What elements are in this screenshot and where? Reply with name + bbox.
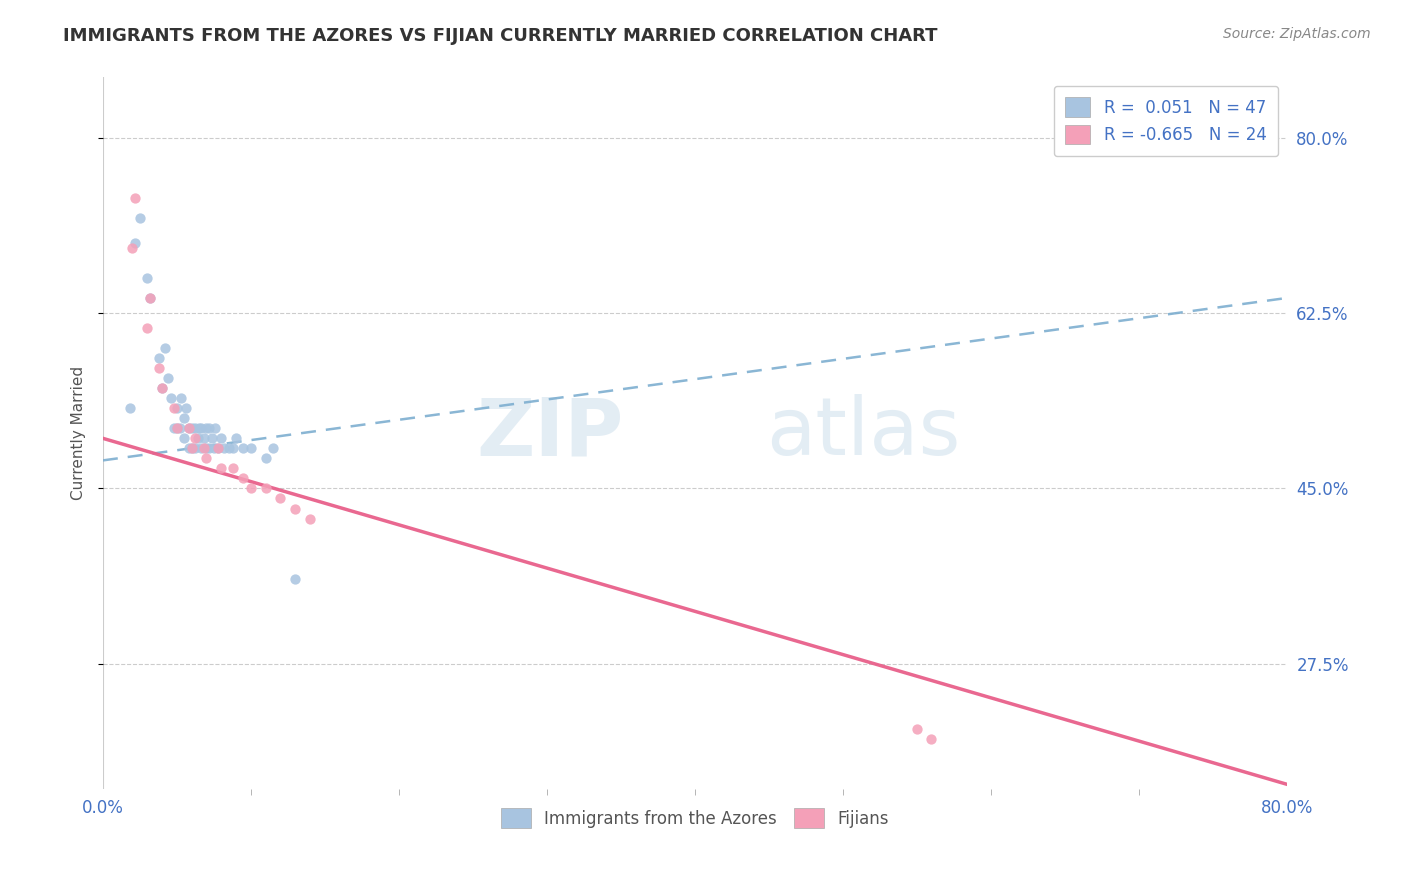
Text: atlas: atlas (766, 394, 960, 473)
Point (180, 442, 202, 456)
Point (190, 442, 212, 456)
Point (166, 401, 188, 416)
Point (150, 381, 173, 395)
Point (193, 431, 215, 445)
Point (156, 371, 179, 385)
Point (163, 401, 186, 416)
Point (202, 442, 225, 456)
Point (183, 421, 205, 435)
Point (284, 572, 307, 586)
Point (180, 442, 202, 456)
Point (177, 442, 200, 456)
Point (232, 471, 254, 485)
Text: IMMIGRANTS FROM THE AZORES VS FIJIAN CURRENTLY MARRIED CORRELATION CHART: IMMIGRANTS FROM THE AZORES VS FIJIAN CUR… (63, 27, 938, 45)
Point (225, 431, 247, 445)
Point (170, 391, 193, 405)
Point (190, 421, 212, 435)
Point (195, 442, 218, 456)
Point (239, 482, 262, 496)
Point (188, 421, 211, 435)
Point (166, 421, 188, 435)
Point (148, 351, 170, 366)
Point (169, 421, 191, 435)
Point (166, 421, 188, 435)
Point (207, 442, 229, 456)
Point (173, 431, 195, 445)
Text: ZIP: ZIP (477, 394, 624, 473)
Y-axis label: Currently Married: Currently Married (72, 367, 86, 500)
Point (177, 421, 200, 435)
Point (207, 442, 229, 456)
Point (209, 431, 232, 445)
Point (232, 442, 254, 456)
Point (118, 401, 141, 416)
Point (177, 421, 200, 435)
Point (121, 241, 143, 255)
Point (124, 235, 146, 250)
Point (136, 321, 159, 335)
Point (204, 421, 226, 435)
Point (195, 451, 218, 466)
Point (129, 211, 152, 225)
Point (193, 442, 215, 456)
Point (173, 411, 195, 425)
Point (262, 442, 284, 456)
Text: Source: ZipAtlas.com: Source: ZipAtlas.com (1223, 27, 1371, 41)
Point (921, 732, 943, 747)
Point (198, 442, 221, 456)
Point (201, 431, 224, 445)
Point (222, 461, 245, 475)
Point (269, 491, 291, 506)
Point (254, 482, 277, 496)
Point (150, 381, 173, 395)
Point (209, 461, 232, 475)
Point (153, 341, 176, 355)
Point (195, 421, 218, 435)
Point (905, 722, 928, 736)
Point (160, 391, 183, 405)
Point (174, 401, 197, 416)
Point (254, 451, 277, 466)
Point (148, 361, 170, 376)
Point (124, 191, 146, 205)
Point (139, 291, 162, 305)
Point (222, 442, 245, 456)
Point (180, 421, 202, 435)
Point (218, 442, 240, 456)
Legend: Immigrants from the Azores, Fijians: Immigrants from the Azores, Fijians (495, 802, 896, 834)
Point (183, 431, 205, 445)
Point (239, 442, 262, 456)
Point (212, 442, 235, 456)
Point (183, 442, 205, 456)
Point (299, 511, 322, 525)
Point (187, 431, 209, 445)
Point (163, 421, 186, 435)
Point (198, 421, 221, 435)
Point (139, 291, 162, 305)
Point (284, 501, 307, 516)
Point (136, 271, 159, 285)
